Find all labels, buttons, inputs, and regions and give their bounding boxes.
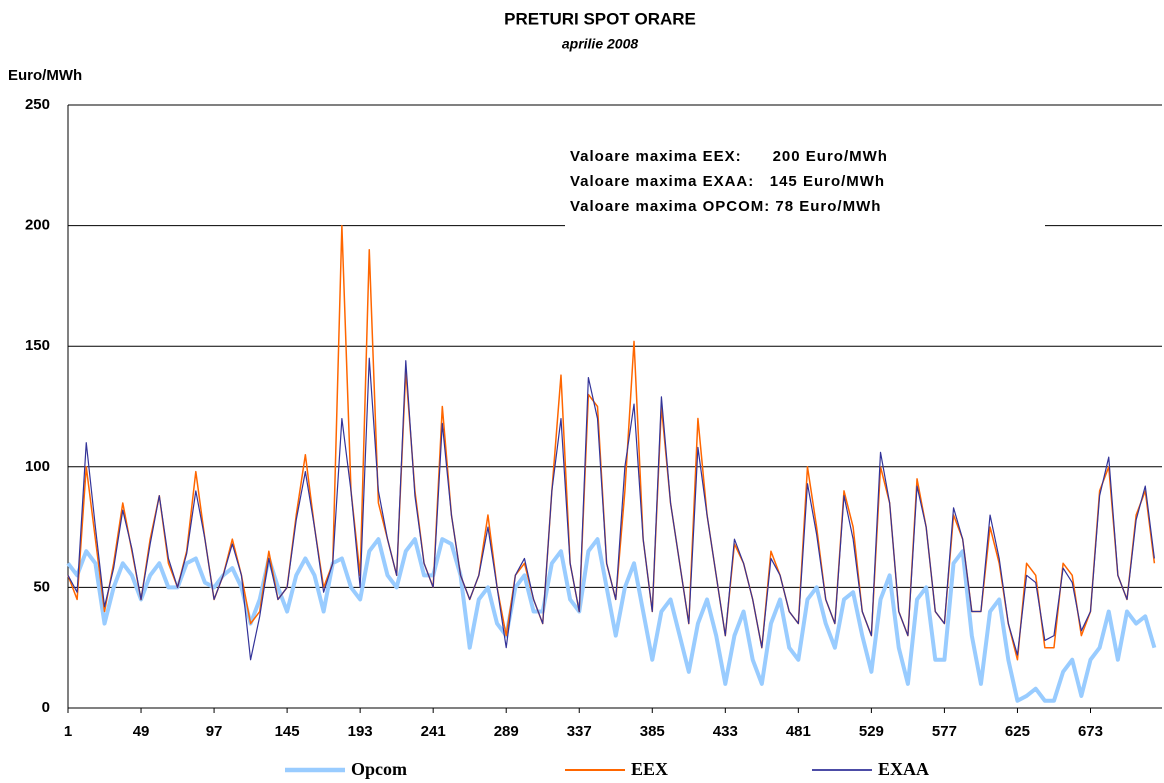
y-tick-label: 100 xyxy=(25,458,50,475)
x-tick-label: 97 xyxy=(206,723,223,740)
x-tick-label: 625 xyxy=(1005,723,1030,740)
x-tick-label: 481 xyxy=(786,723,811,740)
x-tick-label: 241 xyxy=(421,723,446,740)
annotation-box xyxy=(565,140,1045,230)
y-tick-label: 200 xyxy=(25,217,50,234)
x-tick-label: 1 xyxy=(64,723,72,740)
x-tick-label: 433 xyxy=(713,723,738,740)
series-line xyxy=(67,357,1155,661)
x-tick-label: 49 xyxy=(133,723,150,740)
y-axis-label: Euro/MWh xyxy=(8,67,82,84)
chart-subtitle: aprilie 2008 xyxy=(562,36,638,52)
x-tick-label: 673 xyxy=(1078,723,1103,740)
annotation: Valoare maxima OPCOM: 78 Euro/MWh xyxy=(570,198,881,215)
annotation: Valoare maxima EXAA: 145 Euro/MWh xyxy=(570,173,885,190)
x-tick-label: 577 xyxy=(932,723,957,740)
y-tick-label: 0 xyxy=(42,699,50,716)
x-tick-label: 145 xyxy=(275,723,300,740)
x-tick-label: 529 xyxy=(859,723,884,740)
series-line xyxy=(67,224,1156,661)
x-tick-label: 337 xyxy=(567,723,592,740)
x-tick-label: 289 xyxy=(494,723,519,740)
y-tick-label: 250 xyxy=(25,96,50,113)
chart-title: PRETURI SPOT ORARE xyxy=(504,9,696,28)
series-line xyxy=(66,537,1157,703)
annotation: Valoare maxima EEX: 200 Euro/MWh xyxy=(570,148,888,165)
legend-label: EEX xyxy=(631,759,668,779)
x-tick-label: 385 xyxy=(640,723,665,740)
x-tick-label: 193 xyxy=(348,723,373,740)
legend-label: EXAA xyxy=(878,759,929,779)
y-tick-label: 150 xyxy=(25,337,50,354)
y-tick-label: 50 xyxy=(33,578,50,595)
legend-label: Opcom xyxy=(351,759,407,779)
